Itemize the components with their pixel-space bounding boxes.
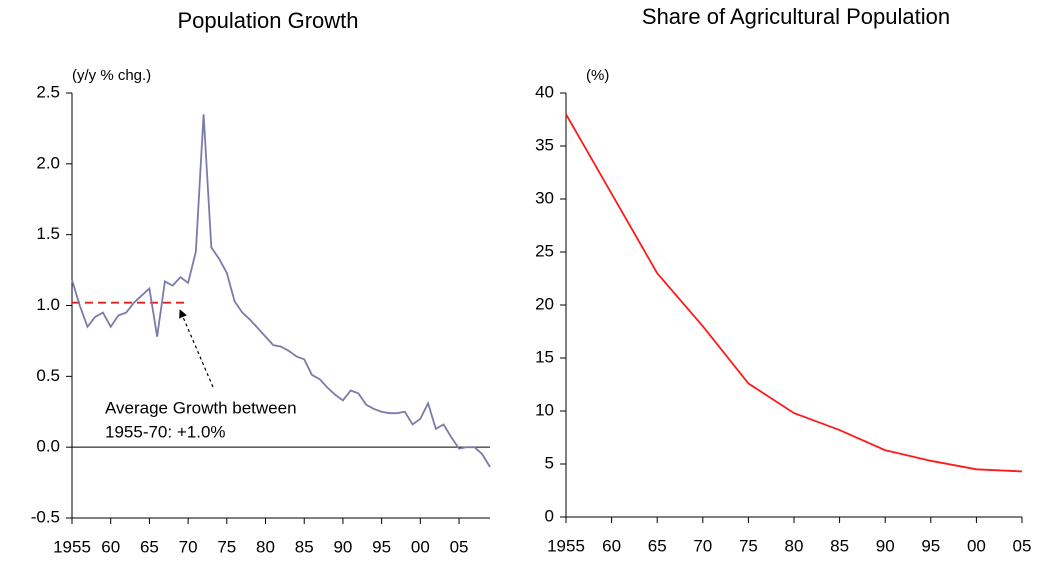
annotation: Average Growth between [105, 398, 297, 417]
x-tick-label: 1955 [547, 536, 585, 555]
data-line [565, 113, 1023, 473]
y-tick-label: 0.5 [36, 366, 60, 385]
y-tick-label: 25 [535, 241, 554, 260]
x-tick-label: 65 [648, 536, 667, 555]
y-tick-label: 5 [545, 453, 554, 472]
y-tick-label: 1.5 [36, 224, 60, 243]
x-tick-label: 75 [739, 536, 758, 555]
x-tick-label: 95 [372, 537, 391, 556]
annotation: 1955-70: +1.0% [105, 422, 226, 441]
x-tick-label: 85 [295, 537, 314, 556]
x-tick-label: 65 [140, 537, 159, 556]
chart-title: Population Growth [178, 8, 359, 33]
y-tick-label: 10 [535, 400, 554, 419]
x-tick-label: 60 [602, 536, 621, 555]
y-tick-label: 30 [535, 188, 554, 207]
y-axis-label: (y/y % chg.) [72, 67, 151, 84]
y-tick-label: -0.5 [31, 507, 60, 526]
x-tick-label: 80 [256, 537, 275, 556]
x-tick-label: 90 [333, 537, 352, 556]
x-tick-label: 70 [179, 537, 198, 556]
x-tick-label: 05 [450, 537, 469, 556]
y-tick-label: 0.0 [36, 437, 60, 456]
data-line [71, 114, 491, 468]
x-tick-label: 70 [693, 536, 712, 555]
x-tick-label: 60 [101, 537, 120, 556]
y-tick-label: 2.0 [36, 153, 60, 172]
y-tick-label: 20 [535, 294, 554, 313]
x-tick-label: 00 [411, 537, 430, 556]
y-tick-label: 35 [535, 135, 554, 154]
x-tick-label: 85 [830, 536, 849, 555]
x-tick-label: 05 [1013, 536, 1032, 555]
y-tick-label: 15 [535, 347, 554, 366]
x-tick-label: 95 [921, 536, 940, 555]
x-tick-label: 1955 [53, 537, 91, 556]
x-tick-label: 90 [876, 536, 895, 555]
y-axis-label: (%) [586, 67, 609, 84]
annotation-arrow [179, 309, 214, 388]
chart-title: Share of Agricultural Population [642, 4, 950, 29]
y-tick-label: 2.5 [36, 82, 60, 101]
y-tick-label: 0 [545, 506, 554, 525]
y-tick-label: 1.0 [36, 295, 60, 314]
x-tick-label: 00 [967, 536, 986, 555]
x-tick-label: 75 [217, 537, 236, 556]
x-tick-label: 80 [785, 536, 804, 555]
y-tick-label: 40 [535, 82, 554, 101]
